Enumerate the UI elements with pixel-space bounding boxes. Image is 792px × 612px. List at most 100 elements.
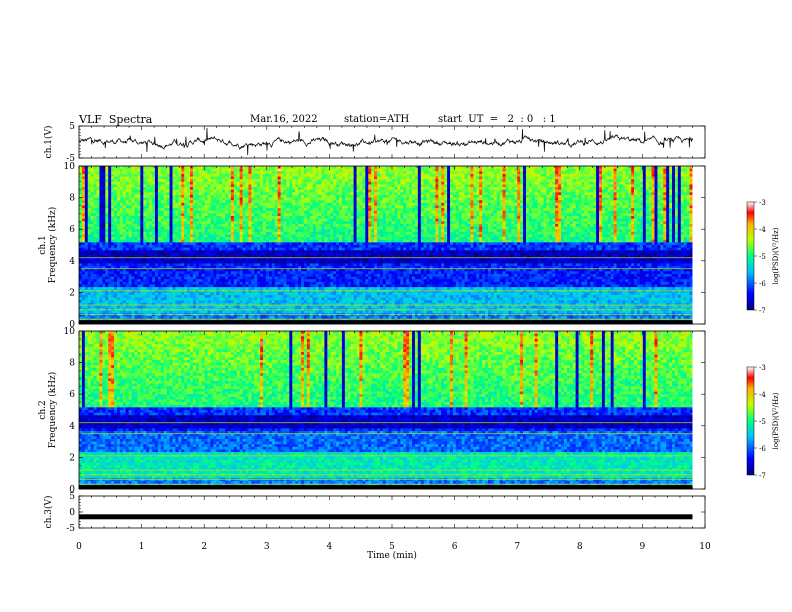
ch1-spectrogram-cell [283,221,286,224]
ch1-spectrogram-cell [581,169,584,172]
ch1-spectrogram-cell [123,200,126,203]
ch1-spectrogram-cell [640,171,643,174]
ch1-spectrogram-cell [304,219,307,222]
ch1-spectrogram-cell [579,198,582,201]
ch1-spectrogram-cell [614,206,617,209]
ch1-spectrogram-cell [111,213,114,216]
ch1-spectrogram-cell [336,192,339,195]
ch1-spectrogram-cell [257,206,260,209]
ch1-spectrogram-cell [468,192,471,195]
ch1-spectrogram-cell [514,187,517,190]
ch1-spectrogram-cell [190,213,193,216]
ch1-spectrogram-cell [327,211,330,214]
ch1-spectrogram-cell [222,203,225,206]
ch1-spectrogram-cell [210,169,213,172]
ch1-spectrogram-cell [538,192,541,195]
ch1-spectrogram-cell [345,211,348,214]
ch1-spectrogram-cell [374,219,377,222]
ch1-spectrogram-cell [386,190,389,193]
ch1-spectrogram-cell [234,221,237,224]
ch1-spectrogram-cell [552,184,555,187]
ch1-spectrogram-cell [260,206,263,209]
ch1-spectrogram-cell [660,211,663,214]
ch1-spectrogram-cell [111,182,114,185]
ch1-spectrogram-cell [634,213,637,216]
ch1-spectrogram-cell [184,174,187,177]
ch1-spectrogram-cell [678,169,681,172]
ch1-spectrogram-cell [427,219,430,222]
ch1-spectrogram-cell [196,206,199,209]
ch1-spectrogram-cell [660,206,663,209]
ch1-spectrogram-cell [137,224,140,227]
ch1-spectrogram-cell [298,227,301,230]
ch1-spectrogram-cell [400,224,403,227]
ch1-spectrogram-cell [424,227,427,230]
ch1-spectrogram-cell [532,182,535,185]
ch1-spectrogram-cell [657,190,660,193]
ch1-spectrogram-cell [412,166,415,169]
ch1-spectrogram-cell [573,184,576,187]
ch1-spectrogram-cell [424,171,427,174]
ch1-spectrogram-cell [473,208,476,211]
ch1-spectrogram-cell [167,174,170,177]
ch1-spectrogram-cell [631,213,634,216]
ch1-spectrogram-cell [395,206,398,209]
ch1-spectrogram-cell [593,216,596,219]
ch1-spectrogram-cell [319,206,322,209]
ch1-spectrogram-cell [403,216,406,219]
ch1-spectrogram-cell [555,213,558,216]
ch1-spectrogram-cell [453,179,456,182]
ch1-spectrogram-cell [508,182,511,185]
ch1-spectrogram-cell [657,208,660,211]
ch1-spectrogram-cell [117,174,120,177]
ch1-spectrogram-cell [567,213,570,216]
ch1-spectrogram-cell [129,221,132,224]
ch1-spectrogram-cell [105,227,108,230]
ch1-spectrogram-cell [546,216,549,219]
ch1-spectrogram-cell [497,171,500,174]
ch1-spectrogram-cell [248,171,251,174]
ch1-spectrogram-cell [155,187,158,190]
ch1-spectrogram-cell [120,174,123,177]
ch1-spectrogram-cell [289,171,292,174]
ch1-spectrogram-cell [120,216,123,219]
ch1-spectrogram-cell [523,190,526,193]
ch1-spectrogram-cell [181,177,184,180]
ch1-spectrogram-cell [228,166,231,169]
ch1-spectrogram-cell [590,206,593,209]
ch1-spectrogram-cell [669,182,672,185]
ch1-spectrogram-cell [427,211,430,214]
ch1-spectrogram-cell [260,182,263,185]
ch1-spectrogram-cell [412,219,415,222]
ch1-spectrogram-cell [313,192,316,195]
ch1-spectrogram-cell [581,192,584,195]
ch1-spectrogram-cell [383,200,386,203]
ch1-spectrogram-cell [275,227,278,230]
ch1-spectrogram-cell [470,184,473,187]
ch1-spectrogram-cell [187,179,190,182]
ch1-spectrogram-cell [88,198,91,201]
ch1-spectrogram-cell [345,179,348,182]
ch1-spectrogram-cell [316,184,319,187]
ch1-spectrogram-cell [611,190,614,193]
ch1-spectrogram-cell [216,198,219,201]
ch1-spectrogram-cell [330,179,333,182]
ch1-spectrogram-cell [497,203,500,206]
ch1-spectrogram-cell [199,174,202,177]
ch1-spectrogram-cell [155,195,158,198]
ch1-spectrogram-cell [304,169,307,172]
ch1-spectrogram-cell [459,174,462,177]
ch1-spectrogram-cell [175,166,178,169]
ch1-spectrogram-cell [517,182,520,185]
ch1-spectrogram-cell [441,177,444,180]
ch1-spectrogram-cell [155,177,158,180]
ch1-spectrogram-cell [135,219,138,222]
ch1-spectrogram-cell [517,219,520,222]
ch1-spectrogram-cell [307,184,310,187]
ch1-spectrogram-cell [219,182,222,185]
ch1-spectrogram-cell [462,219,465,222]
ch1-spectrogram-cell [167,169,170,172]
ch1-spectrogram-cell [111,221,114,224]
ch1-spectrogram-cell [406,184,409,187]
ch1-spectrogram-cell [85,227,88,230]
